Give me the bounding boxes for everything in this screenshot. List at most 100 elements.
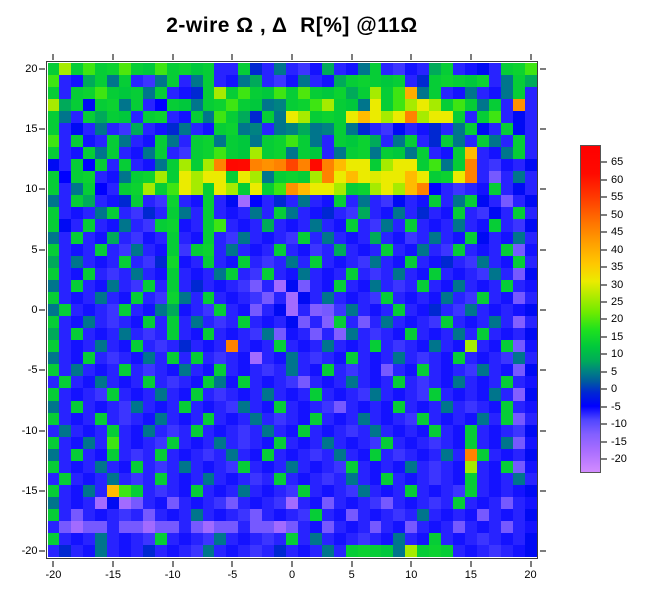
heatmap-cell xyxy=(381,448,394,461)
x-axis-tick xyxy=(171,560,174,567)
heatmap-cell xyxy=(250,424,263,437)
heatmap-cell xyxy=(476,110,489,123)
heatmap-cell xyxy=(500,267,513,280)
heatmap-cell xyxy=(166,509,179,522)
heatmap-cell xyxy=(238,98,251,111)
heatmap-cell xyxy=(119,352,131,365)
heatmap-cell xyxy=(166,122,179,135)
heatmap-cell xyxy=(297,62,310,75)
heatmap-cell xyxy=(190,74,203,87)
heatmap-cell xyxy=(286,460,298,473)
heatmap-cell xyxy=(274,521,287,534)
heatmap-cell xyxy=(47,352,60,365)
heatmap-cell xyxy=(107,328,120,341)
heatmap-cell xyxy=(512,219,525,232)
heatmap-cell xyxy=(214,400,227,413)
heatmap-cell xyxy=(107,159,120,172)
heatmap-cell xyxy=(274,388,287,401)
heatmap-cell xyxy=(238,159,251,172)
heatmap-cell xyxy=(119,509,131,522)
heatmap-cell xyxy=(297,328,310,341)
heatmap-cell xyxy=(441,509,453,522)
heatmap-cell xyxy=(417,74,430,87)
heatmap-cell xyxy=(59,340,72,353)
heatmap-cell xyxy=(59,400,72,413)
heatmap-cell xyxy=(274,460,287,473)
heatmap-cell xyxy=(47,243,60,256)
heatmap-cell xyxy=(71,267,84,280)
heatmap-cell xyxy=(95,98,108,111)
heatmap-cell xyxy=(178,159,191,172)
heatmap-cell xyxy=(119,472,131,486)
heatmap-cell xyxy=(262,159,275,172)
heatmap-cell xyxy=(178,388,191,401)
heatmap-cell xyxy=(202,291,215,304)
heatmap-cell xyxy=(119,171,131,184)
heatmap-cell xyxy=(71,533,84,546)
heatmap-cell xyxy=(47,171,60,184)
heatmap-cell xyxy=(488,376,501,389)
heatmap-cell xyxy=(476,98,489,111)
heatmap-cell xyxy=(166,231,179,244)
heatmap-cell xyxy=(464,255,477,268)
heatmap-cell xyxy=(274,279,287,292)
heatmap-cell xyxy=(381,159,394,172)
heatmap-cell xyxy=(441,159,453,172)
heatmap-cell xyxy=(321,147,334,160)
heatmap-cell xyxy=(178,207,191,220)
heatmap-cell xyxy=(178,376,191,389)
heatmap-cell xyxy=(262,316,275,329)
heatmap-cell xyxy=(154,98,167,111)
heatmap-cell xyxy=(154,159,167,172)
heatmap-cell xyxy=(357,62,370,75)
heatmap-cell xyxy=(512,303,525,317)
heatmap-cell xyxy=(429,328,442,341)
heatmap-cell xyxy=(333,74,346,87)
heatmap-cell xyxy=(226,122,239,135)
heatmap-cell xyxy=(226,231,239,244)
heatmap-cell xyxy=(381,195,394,208)
heatmap-cell xyxy=(214,364,227,377)
heatmap-cell xyxy=(441,171,453,184)
heatmap-cell xyxy=(309,207,322,220)
heatmap-cell xyxy=(95,436,108,449)
heatmap-cell xyxy=(333,159,346,172)
heatmap-cell xyxy=(393,255,406,268)
heatmap-cell xyxy=(369,291,382,304)
heatmap-cell xyxy=(71,376,84,389)
heatmap-cell xyxy=(238,86,251,99)
heatmap-cell xyxy=(488,316,501,329)
heatmap-cell xyxy=(154,74,167,87)
heatmap-cell xyxy=(59,134,72,147)
heatmap-cell xyxy=(238,376,251,389)
heatmap-cell xyxy=(345,122,358,135)
heatmap-cell xyxy=(83,110,96,123)
heatmap-cell xyxy=(142,472,155,486)
heatmap-cell xyxy=(453,436,465,449)
heatmap-cell xyxy=(321,110,334,123)
heatmap-cell xyxy=(345,207,358,220)
heatmap-cell xyxy=(464,509,477,522)
heatmap-cell xyxy=(130,400,143,413)
heatmap-cell xyxy=(405,340,418,353)
heatmap-cell xyxy=(309,340,322,353)
heatmap-cell xyxy=(59,122,72,135)
heatmap-cell xyxy=(488,183,501,196)
heatmap-cell xyxy=(274,255,287,268)
heatmap-cell xyxy=(71,98,84,111)
heatmap-cell xyxy=(95,134,108,147)
heatmap-cell xyxy=(500,352,513,365)
heatmap-cell xyxy=(250,364,263,377)
heatmap-cell xyxy=(274,219,287,232)
heatmap-cell xyxy=(297,122,310,135)
heatmap-cell xyxy=(476,460,489,473)
x-tick-label: 20 xyxy=(524,568,537,581)
heatmap-cell xyxy=(345,412,358,425)
heatmap-cell xyxy=(250,134,263,147)
heatmap-cell xyxy=(71,340,84,353)
heatmap-cell xyxy=(417,207,430,220)
heatmap-cell xyxy=(202,122,215,135)
heatmap-cell xyxy=(309,147,322,160)
heatmap-cell xyxy=(47,231,60,244)
heatmap-cell xyxy=(464,134,477,147)
